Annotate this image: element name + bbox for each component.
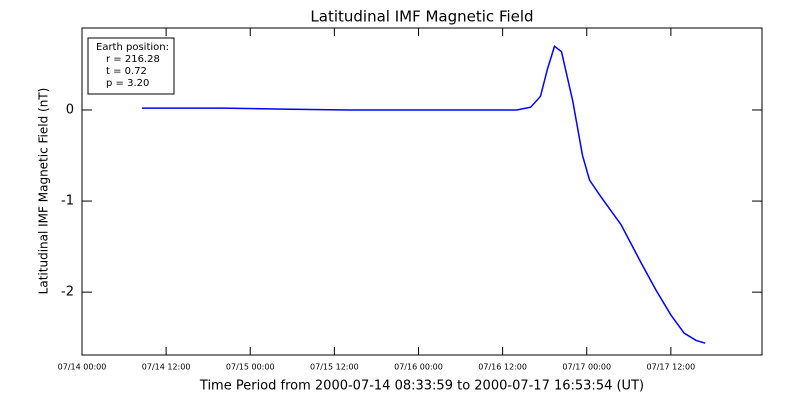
x-tick-label: 07/14 12:00: [142, 363, 191, 372]
x-tick-label: 07/15 00:00: [226, 363, 275, 372]
x-tick-label: 07/15 12:00: [310, 363, 359, 372]
x-tick-label: 07/16 00:00: [394, 363, 443, 372]
x-tick-label: 07/14 00:00: [58, 363, 107, 372]
x-tick-label: 07/16 12:00: [478, 363, 527, 372]
annotation: t = 0.72: [106, 66, 147, 77]
x-tick-label: 07/17 00:00: [562, 363, 611, 372]
y-tick-label: 0: [66, 102, 74, 117]
data-line: [142, 44, 706, 344]
plot-frame: [81, 27, 763, 356]
annotation: Earth position:: [96, 42, 169, 53]
annotation: r = 216.28: [106, 54, 160, 65]
x-tick-label: 07/17 12:00: [647, 363, 696, 372]
y-axis-label: Latitudinal IMF Magnetic Field (nT): [37, 88, 51, 295]
annotation: p = 3.20: [106, 78, 149, 89]
x-axis-label: Time Period from 2000-07-14 08:33:59 to …: [199, 379, 644, 394]
y-tick-label: -2: [61, 285, 74, 300]
annotation-box: [87, 37, 175, 95]
chart-title: Latitudinal IMF Magnetic Field: [310, 8, 533, 26]
y-tick-label: -1: [61, 194, 74, 209]
